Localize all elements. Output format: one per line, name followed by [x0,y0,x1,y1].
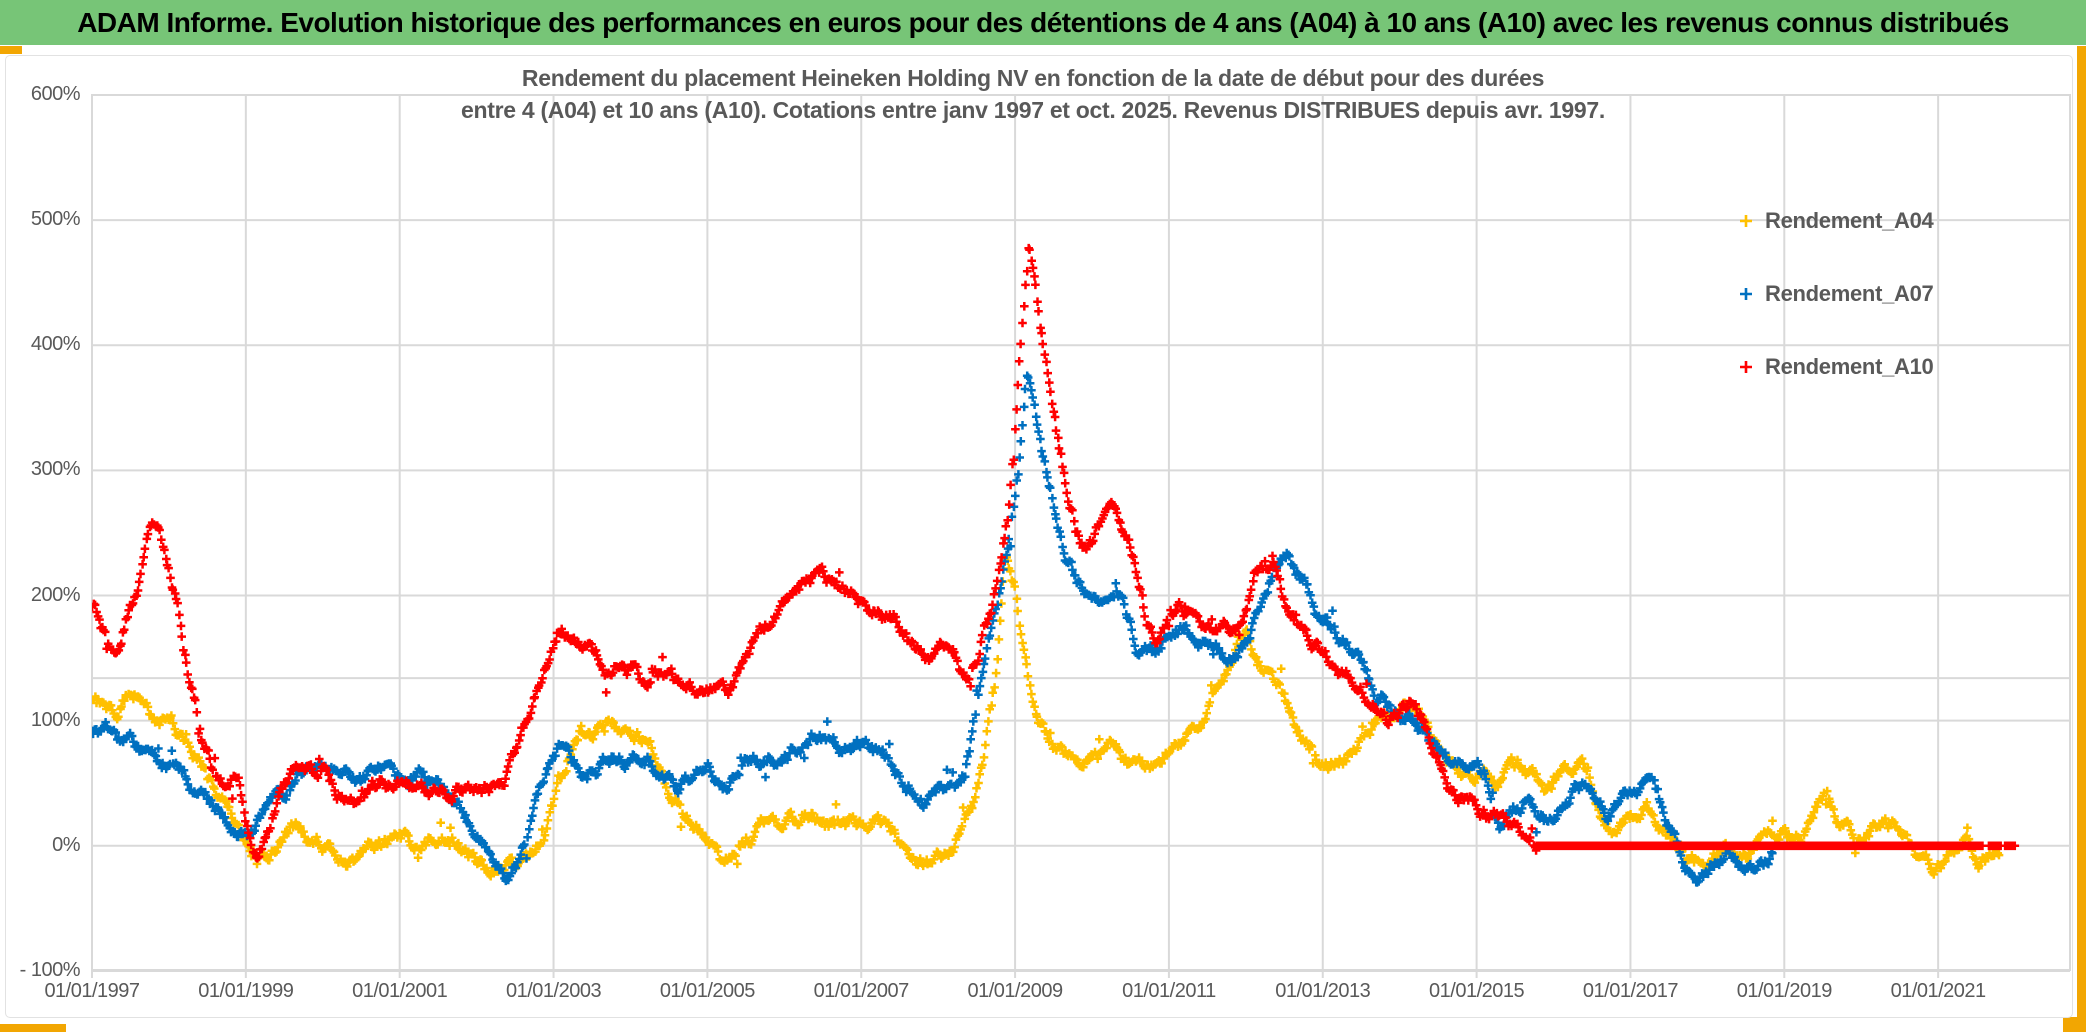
y-tick-label: 600% [30,82,81,105]
legend-plus-marker-icon [1740,215,1752,227]
x-tick-label: 01/01/2009 [967,980,1064,1002]
page-title: ADAM Informe. Evolution historique des p… [77,6,2009,38]
x-tick-label: 01/01/1999 [198,980,294,1002]
x-tick-label: 01/01/2001 [352,980,448,1002]
series-group [92,243,2020,887]
gold-accent-bottom-left [0,1024,66,1032]
legend-label: Rendement_A10 [1765,354,1934,379]
x-tick-label: 01/01/2019 [1736,980,1833,1002]
chart-title-line2: entre 4 (A04) et 10 ans (A10). Cotations… [461,97,1605,123]
y-tick-label: - 100% [19,958,81,981]
x-tick-label: 01/01/2003 [505,980,602,1002]
chart-title-line1: Rendement du placement Heineken Holding … [521,65,1545,91]
legend-plus-marker-icon [1740,361,1752,373]
x-tick-label: 01/01/2015 [1429,980,1525,1002]
y-tick-label: 100% [30,708,81,731]
y-tick-label: 500% [30,208,81,231]
y-tick-label: 200% [30,583,81,606]
legend-label: Rendement_A07 [1765,281,1934,306]
legend-item-Rendement_A07: Rendement_A07 [1738,281,1934,307]
y-tick-label: 400% [30,333,81,356]
series-Rendement_A10 [92,243,2020,863]
x-tick-label: 01/01/2005 [659,980,756,1002]
x-tick-label: 01/01/2017 [1582,980,1679,1002]
header-bar: ADAM Informe. Evolution historique des p… [0,0,2086,45]
x-tick-label: 01/01/2011 [1122,980,1216,1002]
legend-item-Rendement_A04: Rendement_A04 [1738,208,1934,234]
x-tick-label: 01/01/2021 [1890,980,1987,1002]
x-tick-label: 01/01/2013 [1275,980,1371,1002]
chart-title: Rendement du placement Heineken Holding … [0,62,2066,126]
y-tick-label: 300% [30,458,81,481]
gold-accent-right-edge [2077,46,2086,1032]
x-tick-label: 01/01/2007 [813,980,910,1002]
legend-item-Rendement_A10: Rendement_A10 [1738,354,1934,380]
legend-label: Rendement_A04 [1765,208,1934,233]
x-tick-label: 01/01/1997 [44,980,140,1002]
series-Rendement_A04 [92,553,2004,881]
y-tick-label: 0% [52,833,80,856]
gold-accent-bottom-right [2063,1017,2086,1032]
legend-plus-marker-icon [1740,288,1752,300]
plot-border [91,94,2071,971]
series-Rendement_A07 [92,371,1777,887]
gold-accent-top-left [0,46,22,54]
